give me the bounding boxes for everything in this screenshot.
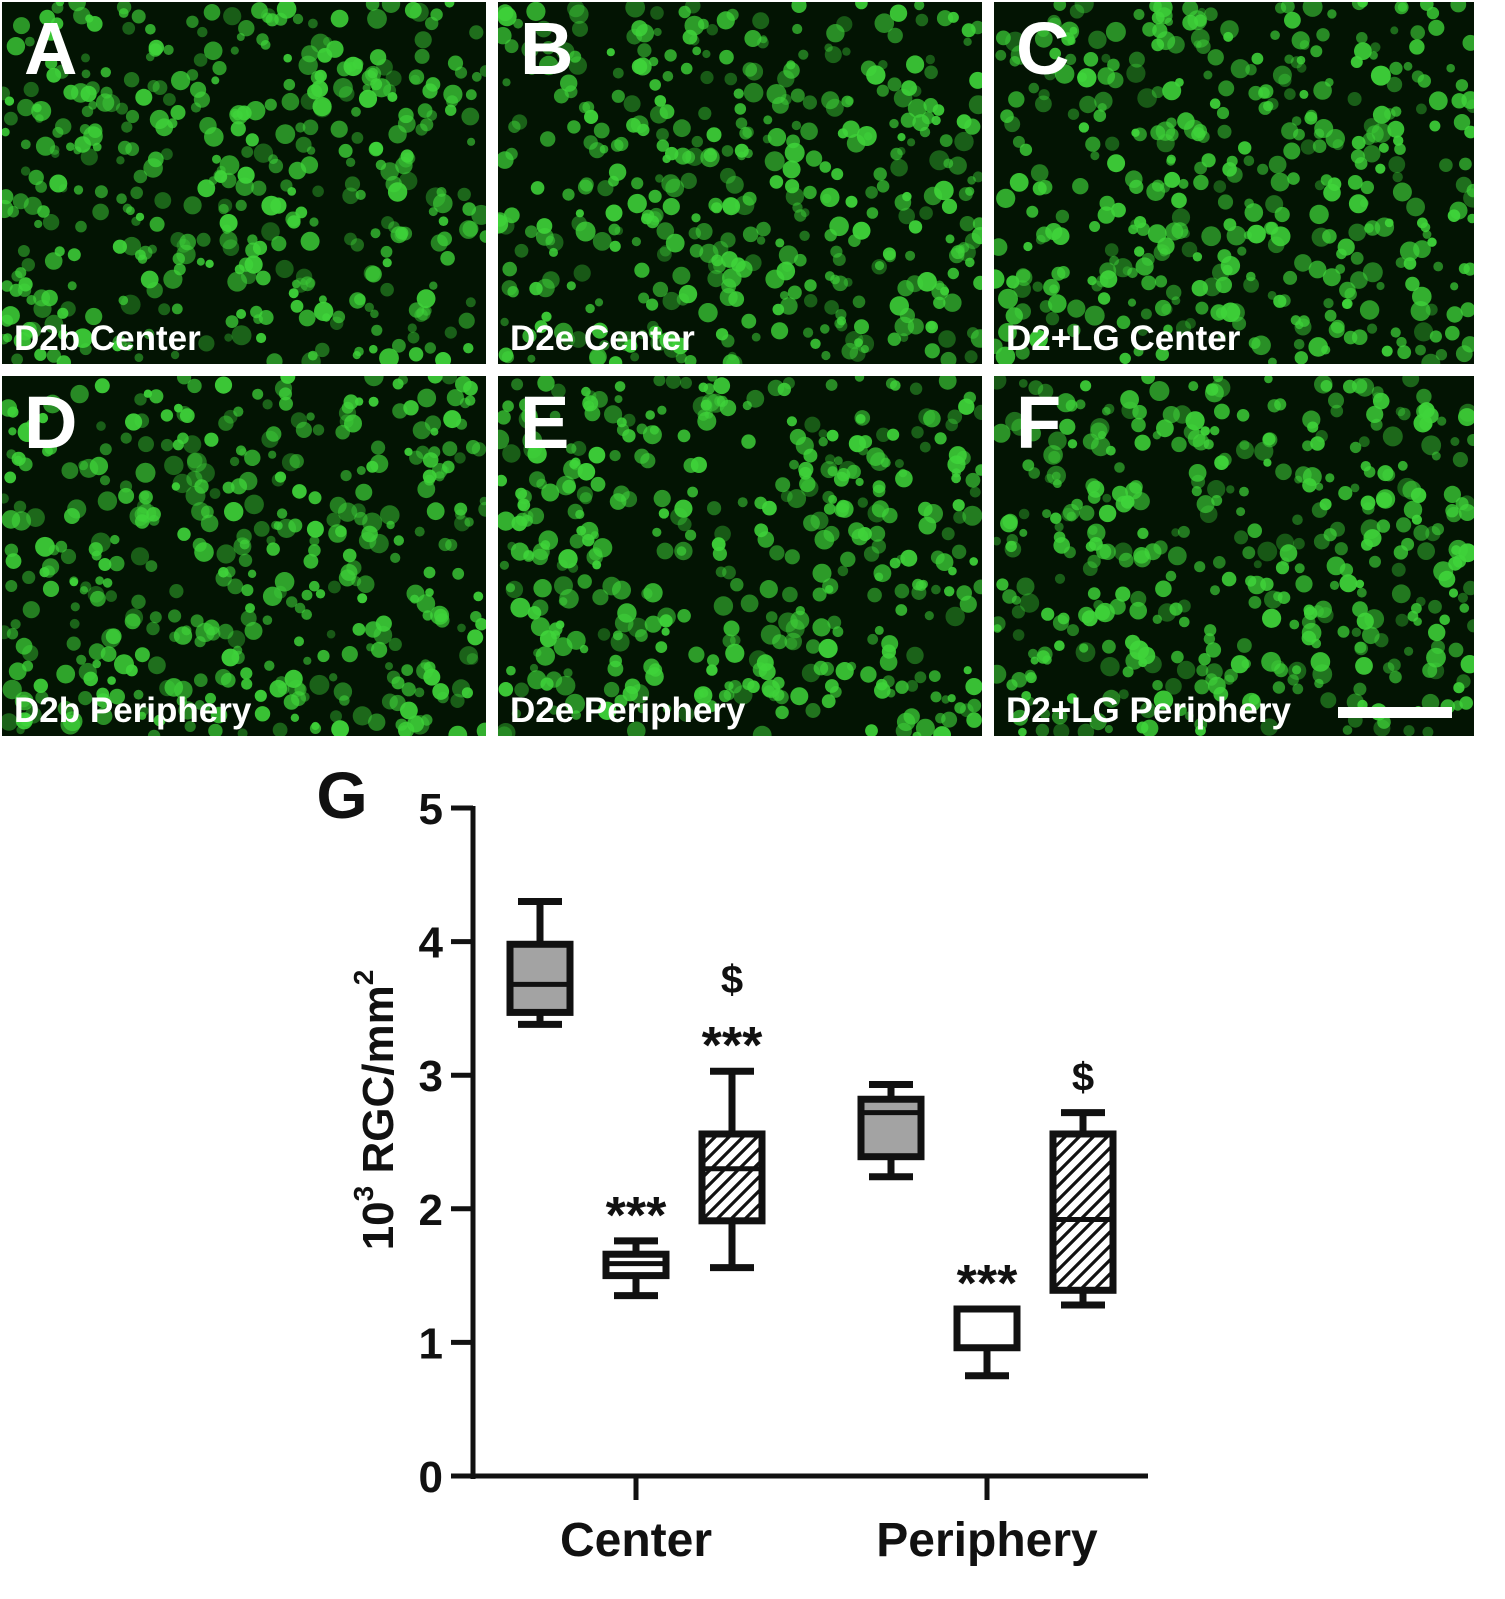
y-tick-label: 1	[419, 1319, 443, 1368]
box-iqr	[1049, 1130, 1117, 1294]
box-iqr	[857, 1095, 925, 1161]
stained-cells	[994, 2, 1474, 364]
micrograph-panel-b: B D2e Center	[498, 2, 982, 364]
y-tick-label: 2	[419, 1186, 443, 1235]
panel-letter: D	[24, 381, 78, 464]
box-iqr	[698, 1130, 766, 1225]
panel-label: D2e Center	[510, 319, 695, 358]
scale-bar	[1338, 707, 1452, 718]
y-axis-label-sup2: 2	[348, 970, 379, 986]
micrograph-image	[2, 376, 486, 736]
micrograph-image	[498, 2, 982, 364]
panel-letter: B	[520, 7, 574, 90]
axes: 0 1 2 3 4 5 Center Periphery	[419, 785, 1148, 1567]
micrograph-image	[994, 376, 1474, 736]
y-axis-label-base: 10	[354, 1201, 403, 1250]
panel-letter: C	[1016, 7, 1070, 90]
box-gray	[857, 1081, 925, 1181]
micrograph-panel-f: F D2+LG Periphery	[994, 376, 1474, 736]
boxes: *** *** $ *** $	[506, 898, 1117, 1380]
micrograph-panel-c: C D2+LG Center	[994, 2, 1474, 364]
significance-dollar: $	[1072, 1056, 1094, 1100]
panel-letter-g: G	[316, 760, 367, 832]
y-tick-label: 3	[419, 1052, 443, 1101]
y-axis-label-sup: 3	[348, 1186, 379, 1202]
panel-letter: F	[1016, 381, 1062, 464]
panel-letter: A	[24, 7, 78, 90]
stained-cells	[498, 376, 982, 736]
micrograph-image	[994, 2, 1474, 364]
box-hatch: *** $	[698, 958, 766, 1272]
panel-letter: E	[520, 381, 570, 464]
micrograph-panel-d: D D2b Periphery	[2, 376, 486, 736]
box-hatch: $	[1049, 1056, 1117, 1309]
x-tick-label: Periphery	[876, 1514, 1098, 1567]
stained-cells	[994, 376, 1474, 736]
significance-stars: ***	[606, 1187, 667, 1245]
micrograph-image	[2, 2, 486, 364]
micrograph-panel-a: A D2b Center	[2, 2, 486, 364]
x-tick-label: Center	[560, 1514, 712, 1567]
significance-dollar: $	[721, 958, 743, 1002]
box-iqr	[953, 1305, 1021, 1352]
panel-label: D2b Center	[14, 319, 201, 358]
y-tick-label: 4	[419, 919, 444, 968]
box-iqr	[506, 940, 574, 1016]
stained-cells	[2, 376, 486, 736]
y-tick-label: 0	[419, 1453, 443, 1502]
y-axis-label: 103 RGC/mm2	[348, 970, 403, 1251]
box-gray	[506, 898, 574, 1028]
y-axis-label-unit: RGC/mm	[354, 985, 403, 1185]
significance-stars: ***	[702, 1017, 763, 1075]
panel-label: D2b Periphery	[14, 691, 252, 730]
panel-label: D2e Periphery	[510, 691, 746, 730]
y-tick-label: 5	[419, 785, 443, 834]
panel-label: D2+LG Periphery	[1006, 691, 1291, 730]
stained-cells	[498, 2, 982, 364]
box-white: ***	[602, 1187, 670, 1300]
panel-label: D2+LG Center	[1006, 319, 1241, 358]
micrograph-panel-e: E D2e Periphery	[498, 376, 982, 736]
svg-text:103 RGC/mm2: 103 RGC/mm2	[348, 970, 403, 1251]
micrograph-image	[498, 376, 982, 736]
box-white: ***	[953, 1255, 1021, 1380]
stained-cells	[2, 2, 486, 364]
significance-stars: ***	[957, 1255, 1018, 1313]
